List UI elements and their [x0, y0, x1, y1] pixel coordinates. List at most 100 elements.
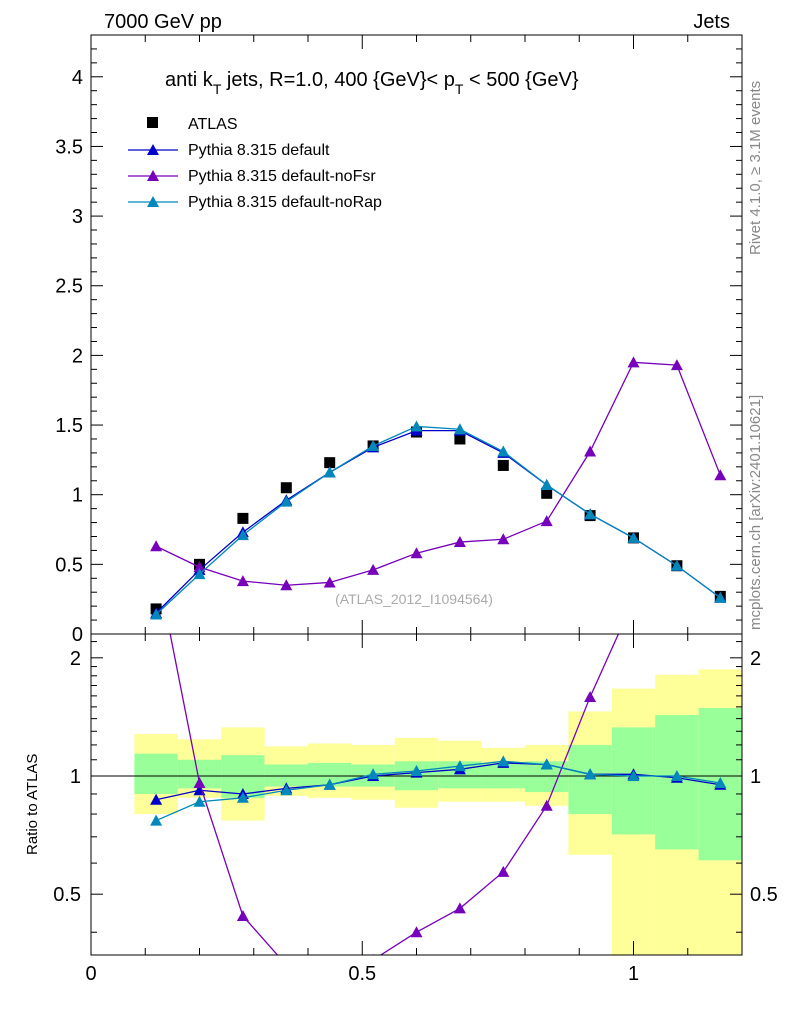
main-point-noRap	[280, 495, 293, 507]
ratio-ytick-label: 0.5	[53, 884, 81, 906]
main-ytick-label: 1	[72, 485, 83, 507]
ratio-point-noFsr	[497, 865, 510, 877]
legend-norap-marker	[147, 196, 159, 207]
ratio-band-inner	[308, 762, 352, 787]
legend-atlas-label: ATLAS	[188, 116, 238, 133]
ratio-point-noRap	[540, 758, 553, 770]
main-ytick-label: 2	[72, 345, 83, 367]
ratio-point-noRap	[714, 776, 727, 788]
ratio-point-noRap	[497, 755, 510, 767]
main-point-noRap	[627, 531, 640, 543]
ratio-point-noRap	[150, 814, 163, 826]
main-point-noFsr	[584, 445, 597, 457]
mcplots-label: mcplots.cern.ch [arXiv:2401.10621]	[747, 395, 764, 630]
ratio-line-noRap	[155, 760, 721, 822]
atlas-data-point	[541, 487, 553, 499]
ratio-line-noFsr	[169, 634, 620, 955]
analysis-watermark: (ATLAS_2012_I1094564)	[335, 591, 493, 607]
main-ytick-label: 1.5	[55, 415, 83, 437]
main-series-group	[150, 356, 727, 620]
ratio-point-noRap	[584, 768, 597, 780]
ratio-point-noFsr	[280, 959, 292, 970]
main-ytick-label: 4	[72, 67, 83, 89]
ratio-point-noFsr	[193, 776, 206, 788]
main-ytick-label: 3.5	[55, 136, 83, 158]
main-line-noRap	[155, 425, 721, 615]
ratio-point-noFsr	[410, 926, 423, 938]
legend-default-label: Pythia 8.315 default	[188, 142, 330, 159]
ratio-point-default	[150, 793, 163, 805]
ratio-point-noFsr	[540, 799, 553, 811]
ratio-point-noRap	[323, 778, 336, 790]
main-point-noRap	[193, 568, 206, 580]
ratio-ytick-label-right: 1	[750, 766, 761, 788]
main-point-noFsr	[627, 356, 640, 368]
legend-atlas-marker	[147, 117, 158, 128]
main-point-noFsr	[280, 579, 293, 591]
main-ytick-label: 3	[72, 206, 83, 228]
ratio-ytick-label: 2	[70, 648, 81, 670]
ratio-ytick-label: 1	[70, 766, 81, 788]
ratio-point-noFsr	[671, 538, 683, 549]
main-point-noFsr	[193, 561, 206, 573]
main-point-noFsr	[497, 533, 510, 545]
main-point-noFsr	[540, 515, 553, 527]
ratio-point-noRap	[280, 784, 293, 796]
title-mid-sub: T	[455, 81, 464, 97]
main-ytick-label: 0.5	[55, 554, 83, 576]
ratio-ylabel: Ratio to ATLAS	[24, 754, 41, 855]
legend-norap-label: Pythia 8.315 default-noRap	[188, 194, 382, 211]
main-ytick-label: 0	[72, 624, 83, 646]
main-point-noFsr	[236, 575, 249, 587]
legend-default-marker	[147, 144, 159, 155]
ratio-series-group	[150, 525, 727, 970]
ratio-point-noRap	[236, 791, 249, 803]
main-point-noRap	[714, 591, 727, 603]
ratio-ytick-label-right: 0.5	[750, 884, 778, 906]
atlas-data-point	[454, 433, 466, 445]
title-prefix: anti k	[165, 69, 214, 91]
title-suffix: < 500 {GeV}	[463, 69, 578, 91]
ratio-point-noRap	[670, 770, 683, 782]
ratio-point-noRap	[410, 764, 423, 776]
main-point-noFsr	[714, 469, 727, 481]
main-point-noRap	[497, 445, 510, 457]
main-point-noFsr	[150, 540, 163, 552]
atlas-data-point	[324, 457, 336, 469]
main-point-noRap	[367, 439, 380, 451]
ratio-point-noFsr	[714, 525, 726, 536]
ratio-point-noFsr	[150, 556, 162, 567]
main-axis-ticks: 0 0.5 1 1.5 2 2.5 3 3.5 4	[55, 35, 743, 646]
ratio-xtick-label: 0.5	[348, 963, 376, 985]
header-right: Jets	[693, 11, 730, 33]
atlas-data-point	[280, 482, 292, 494]
ratio-point-noRap	[193, 795, 206, 807]
main-point-noRap	[540, 478, 553, 490]
ratio-ytick-label-right: 2	[750, 648, 761, 670]
main-point-noFsr	[670, 359, 683, 371]
title-prefix-sub: T	[213, 81, 222, 97]
legend-nofsr-marker	[147, 170, 159, 181]
main-point-noRap	[150, 608, 163, 620]
plot-title: anti kT jets, R=1.0, 400 {GeV}< pT < 500…	[165, 69, 579, 97]
ratio-point-noFsr	[236, 909, 249, 921]
ratio-uncertainty-bands	[134, 669, 742, 955]
main-line-noFsr	[155, 361, 721, 586]
main-ytick-label: 2.5	[55, 276, 83, 298]
main-point-noRap	[670, 559, 683, 571]
legend: ATLAS Pythia 8.315 default Pythia 8.315 …	[128, 116, 382, 211]
ratio-point-noRap	[627, 770, 640, 782]
main-point-noRap	[584, 508, 597, 520]
header-left: 7000 GeV pp	[104, 11, 222, 33]
ratio-axis-ticks: 0.5 0.5 1 1 2 2 0 0.5 1	[53, 634, 778, 985]
main-point-noFsr	[323, 576, 336, 588]
legend-nofsr-label: Pythia 8.315 default-noFsr	[188, 168, 376, 185]
rivet-label: Rivet 4.1.0, ≥ 3.1M events	[747, 81, 764, 255]
ratio-band-inner	[568, 744, 612, 815]
ratio-xtick-label: 1	[628, 963, 639, 985]
ratio-xtick-label: 0	[85, 963, 96, 985]
atlas-data-point	[237, 512, 249, 524]
title-mid: jets, R=1.0, 400 {GeV}< p	[221, 69, 455, 91]
ratio-point-noFsr	[628, 594, 640, 605]
